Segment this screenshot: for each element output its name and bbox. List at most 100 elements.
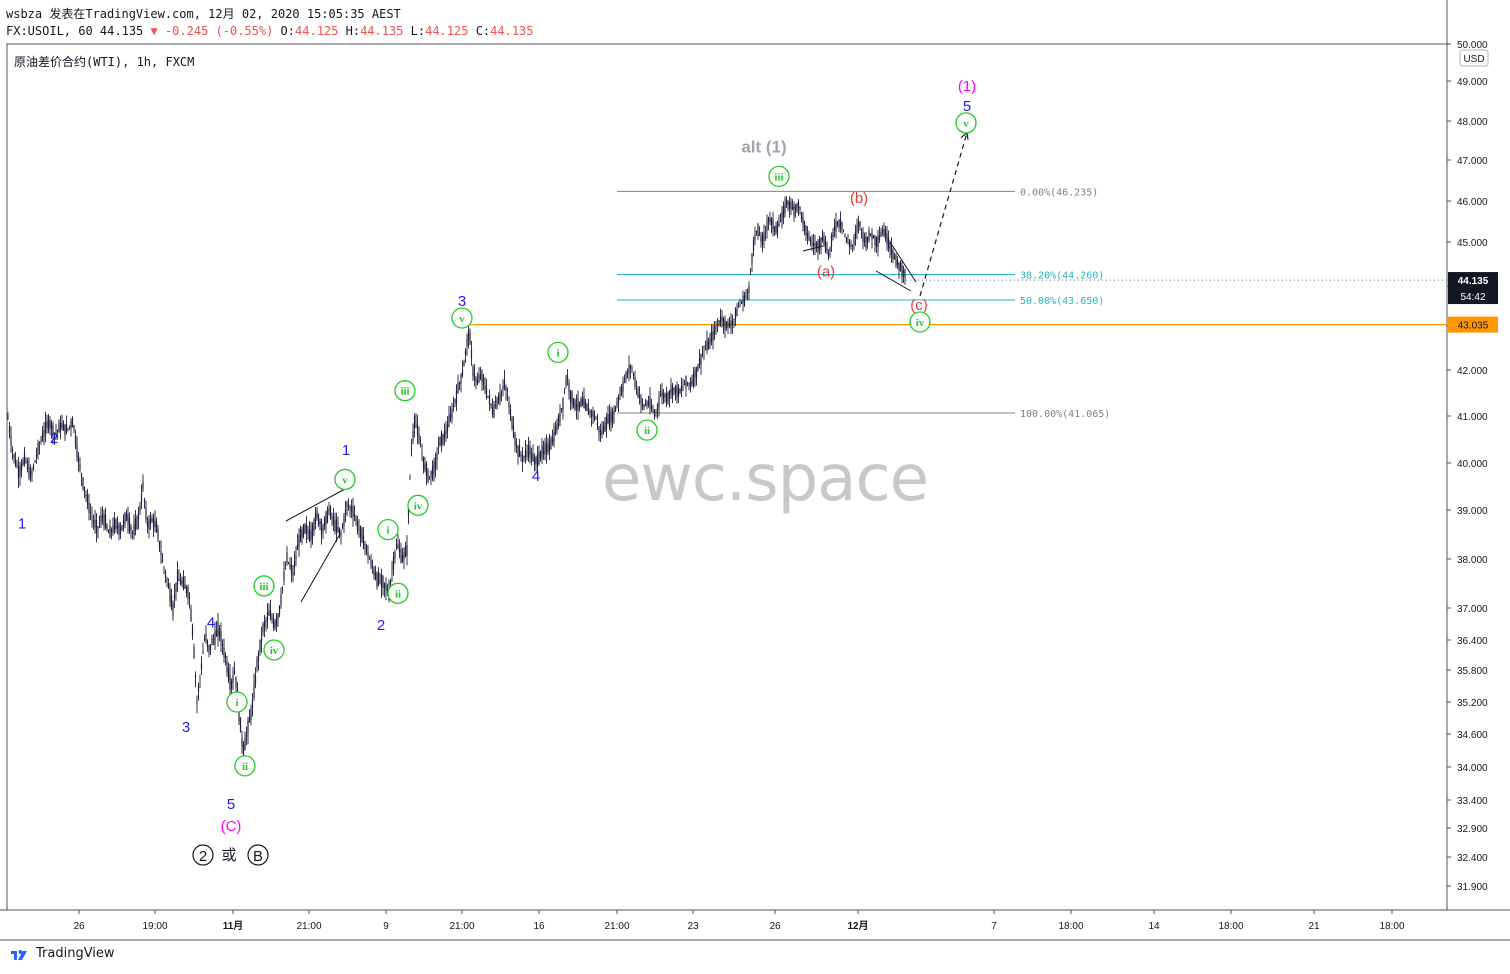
candle-body bbox=[287, 562, 290, 564]
candle-body bbox=[173, 594, 176, 599]
candle-body bbox=[346, 502, 348, 508]
candle-body bbox=[410, 448, 413, 451]
candle-body bbox=[101, 515, 104, 518]
candle-body bbox=[256, 659, 258, 669]
candle-body bbox=[725, 321, 728, 328]
candle-body bbox=[77, 455, 80, 462]
candle-body bbox=[476, 380, 479, 385]
candle-body bbox=[442, 434, 444, 445]
candle-body bbox=[190, 608, 192, 621]
candle-body bbox=[289, 564, 291, 568]
candle-body bbox=[437, 446, 440, 449]
candle-body bbox=[595, 419, 597, 420]
candle-body bbox=[644, 404, 647, 406]
candle-body bbox=[745, 295, 747, 297]
candle-body bbox=[124, 512, 126, 524]
candle-body bbox=[751, 253, 753, 264]
candle-body bbox=[341, 525, 344, 528]
candle-body bbox=[575, 403, 578, 410]
candle-body bbox=[281, 586, 284, 588]
candle-body bbox=[194, 675, 197, 678]
candle-body bbox=[883, 228, 885, 237]
candle-body bbox=[851, 245, 854, 247]
x-tick-label: 7 bbox=[991, 921, 997, 932]
wave-circle-label: iii bbox=[259, 581, 268, 593]
candle-body bbox=[878, 235, 881, 240]
candle-body bbox=[13, 454, 15, 459]
candle-body bbox=[466, 338, 468, 347]
candle-body bbox=[761, 234, 764, 246]
candle-body bbox=[74, 434, 77, 445]
candle-body bbox=[587, 407, 590, 416]
candle-body bbox=[739, 304, 741, 306]
candle-body bbox=[499, 392, 501, 401]
candle-body bbox=[358, 529, 360, 531]
candle-body bbox=[355, 517, 357, 522]
candle-body bbox=[547, 444, 549, 453]
x-tick-label: 18:00 bbox=[1058, 921, 1083, 932]
candle-body bbox=[49, 420, 51, 428]
candle-body bbox=[754, 234, 756, 240]
candle-body bbox=[37, 442, 39, 455]
wave-label: (1) bbox=[958, 78, 976, 95]
wave-circle-label: iv bbox=[414, 500, 423, 512]
candle-body bbox=[76, 444, 78, 457]
wave-circle bbox=[909, 311, 931, 333]
wave-circle bbox=[263, 639, 285, 661]
candle-body bbox=[523, 456, 525, 458]
candle-body bbox=[760, 235, 762, 242]
candle-body bbox=[152, 517, 155, 528]
candle-body bbox=[709, 338, 711, 344]
candle-body bbox=[505, 386, 507, 391]
candle-body bbox=[16, 465, 18, 467]
y-tick-label: 33.400 bbox=[1457, 796, 1488, 807]
candle-body bbox=[736, 308, 738, 317]
candle-body bbox=[43, 430, 45, 437]
candle-body bbox=[199, 677, 201, 679]
x-tick-label: 26 bbox=[769, 921, 781, 932]
candle-body bbox=[694, 369, 696, 378]
y-tick-label: 49.000 bbox=[1457, 77, 1488, 88]
y-tick-label: 35.200 bbox=[1457, 698, 1488, 709]
wave-label: 1 bbox=[18, 515, 26, 532]
wave-label: 4 bbox=[532, 468, 540, 485]
candle-body bbox=[512, 425, 515, 438]
candle-body bbox=[118, 523, 120, 536]
tradingview-logo[interactable]: TradingView bbox=[10, 946, 115, 961]
candle-body bbox=[496, 398, 498, 409]
candle-body bbox=[518, 445, 521, 458]
candle-body bbox=[19, 466, 21, 477]
candle-body bbox=[679, 389, 681, 393]
candle-body bbox=[427, 470, 429, 482]
candle-body bbox=[586, 403, 588, 412]
candle-body bbox=[73, 425, 75, 429]
candle-body bbox=[422, 456, 425, 468]
x-tick-label: 9 bbox=[383, 921, 389, 932]
candle-body bbox=[860, 229, 863, 231]
candle-body bbox=[689, 381, 692, 388]
candle-body bbox=[580, 398, 582, 407]
open-value: 44.125 bbox=[295, 24, 339, 38]
fib-level-label: 38.20%(44.260) bbox=[1020, 271, 1104, 282]
candle-body bbox=[275, 616, 278, 627]
currency-badge bbox=[1459, 49, 1489, 67]
candle-body bbox=[527, 444, 530, 458]
candle-body bbox=[286, 551, 288, 564]
candle-body bbox=[799, 207, 801, 211]
candle-body bbox=[139, 505, 141, 512]
candle-body bbox=[154, 520, 156, 528]
candle-body bbox=[431, 467, 434, 480]
candle-body bbox=[263, 621, 266, 628]
candle-body bbox=[208, 645, 210, 653]
candle-body bbox=[568, 382, 570, 393]
candle-body bbox=[500, 391, 503, 393]
candle-body bbox=[449, 413, 452, 420]
wave-circle bbox=[234, 755, 256, 777]
candle-body bbox=[413, 415, 416, 429]
candle-body bbox=[590, 411, 593, 418]
candle-body bbox=[473, 372, 476, 379]
candle-body bbox=[842, 229, 845, 231]
candle-body bbox=[814, 243, 816, 246]
candle-body bbox=[164, 572, 167, 578]
